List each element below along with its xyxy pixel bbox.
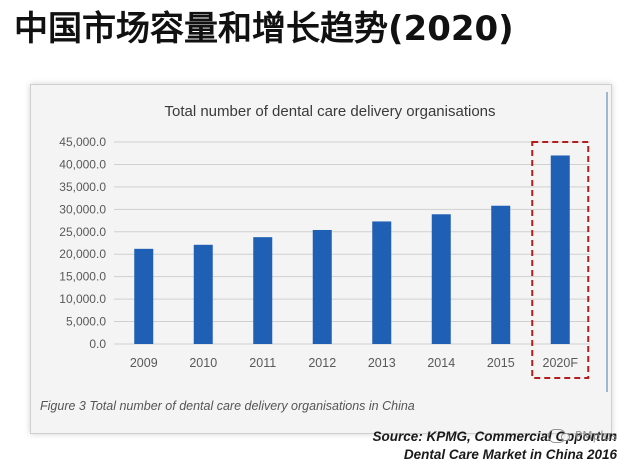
- y-axis-ticks: 0.0 5,000.0 10,000.0 15,000.0 20,000.0 25,000…: [59, 135, 106, 351]
- x-tick-label: 2009: [130, 356, 158, 370]
- y-tick-label: 25,000.0: [59, 225, 106, 239]
- y-tick-label: 30,000.0: [59, 202, 106, 216]
- x-tick-label: 2013: [368, 356, 396, 370]
- x-tick-label: 2012: [308, 356, 336, 370]
- bar-2013: [372, 221, 392, 344]
- bar-chart: Total number of dental care delivery org…: [59, 103, 590, 379]
- y-tick-label: 35,000.0: [59, 180, 106, 194]
- y-tick-label: 0.0: [89, 337, 106, 351]
- y-tick-label: 10,000.0: [59, 292, 106, 306]
- x-tick-label: 2020F: [543, 356, 579, 370]
- bar-2009: [134, 248, 154, 344]
- y-tick-label: 20,000.0: [59, 247, 106, 261]
- bar-2014: [431, 214, 451, 344]
- bar-2010: [193, 244, 213, 344]
- bars: [134, 155, 570, 344]
- forecast-highlight-box: [531, 141, 590, 379]
- source-line-2: Dental Care Market in China 2016: [403, 447, 617, 462]
- x-tick-label: 2010: [189, 356, 217, 370]
- y-tick-label: 15,000.0: [59, 270, 106, 284]
- x-tick-label: 2011: [249, 356, 276, 370]
- y-tick-label: 5,000.0: [66, 315, 106, 329]
- forecast-highlight: [531, 141, 590, 379]
- x-tick-label: 2014: [427, 356, 455, 370]
- bar-2020F: [550, 155, 570, 344]
- figure-caption: Figure 3 Total number of dental care del…: [40, 399, 415, 413]
- gridlines: [114, 141, 590, 345]
- chart-title: Total number of dental care delivery org…: [164, 103, 495, 120]
- card-divider: [606, 92, 608, 392]
- y-tick-label: 40,000.0: [59, 157, 106, 171]
- bar-2015: [491, 205, 511, 344]
- x-axis-ticks: 2009 2010 2011 2012 2013 2014 2015 2020F: [130, 356, 578, 370]
- watermark-text: PMplus: [575, 429, 618, 443]
- y-tick-label: 45,000.0: [59, 135, 106, 149]
- bar-2012: [312, 229, 332, 344]
- bar-2011: [253, 237, 273, 344]
- page-headline: 中国市场容量和增长趋势(2020): [14, 9, 514, 49]
- wechat-icon: [548, 429, 570, 443]
- x-tick-label: 2015: [487, 356, 515, 370]
- watermark: PMplus: [548, 425, 638, 447]
